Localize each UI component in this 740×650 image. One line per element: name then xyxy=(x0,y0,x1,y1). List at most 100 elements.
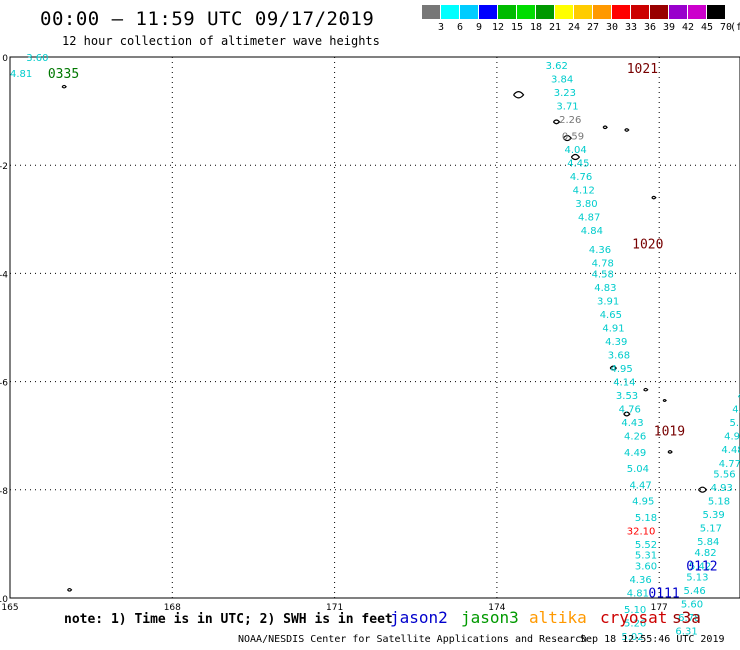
satellite-label: jason3 xyxy=(461,608,519,627)
legend-label: 36 xyxy=(643,22,657,33)
wave-height-value: 4.77 xyxy=(719,459,740,470)
wave-height-value: 5.18 xyxy=(708,497,730,508)
wave-height-value: 5.13 xyxy=(686,572,708,583)
island-outline xyxy=(662,398,667,403)
wave-height-value: 5.17 xyxy=(700,524,722,535)
pass-time-label: 0111 xyxy=(648,587,679,602)
legend-swatch xyxy=(593,5,611,19)
wave-height-value: 3.23 xyxy=(554,88,576,99)
lat-tick-label: -6 xyxy=(0,379,8,389)
wave-height-value: 3.60 xyxy=(635,562,657,573)
wave-height-value: 4.48 xyxy=(721,445,740,456)
wave-height-value: 5.18 xyxy=(635,513,657,524)
legend-label: 39 xyxy=(662,22,676,33)
satellite-label: cryosat xyxy=(600,608,668,627)
wave-height-value: 4.41 xyxy=(732,405,740,416)
legend-label: 70 xyxy=(719,22,733,33)
island-outline xyxy=(643,387,649,392)
legend-swatch xyxy=(479,5,497,19)
legend-label: 9 xyxy=(475,22,483,33)
lon-tick-label: 168 xyxy=(164,603,181,613)
island-outline xyxy=(602,125,608,130)
wave-height-value: 5.31 xyxy=(635,551,657,562)
wave-height-value: 4.76 xyxy=(570,172,592,183)
legend-label: 18 xyxy=(529,22,543,33)
lon-tick-label: 177 xyxy=(651,603,668,613)
credit-text: NOAA/NESDIS Center for Satellite Applica… xyxy=(238,634,588,645)
legend-label: 45 xyxy=(700,22,714,33)
wave-height-value: 3.80 xyxy=(575,199,597,210)
satellite-label: jason2 xyxy=(390,608,448,627)
island-outline xyxy=(61,84,67,89)
legend-swatch xyxy=(612,5,630,19)
legend-swatch xyxy=(555,5,573,19)
wave-height-value: 4.81 xyxy=(10,69,32,80)
wave-height-value: 5.10 xyxy=(624,605,646,616)
wave-height-value: 5.26 xyxy=(624,618,646,629)
pass-time-label: 0112 xyxy=(686,560,717,575)
island-outline xyxy=(651,195,657,200)
legend-label: 42 xyxy=(681,22,695,33)
wave-height-value: 5.52 xyxy=(635,540,657,551)
page-title: 00:00 — 11:59 UTC 09/17/2019 xyxy=(40,8,375,30)
wave-height-value: 4.45 xyxy=(567,158,589,169)
satellite-label: altika xyxy=(529,608,587,627)
pass-time-label: 1020 xyxy=(632,238,663,253)
wave-height-value: 4.91 xyxy=(602,324,624,335)
footer-note: note: 1) Time is in UTC; 2) SWH is in fe… xyxy=(64,612,393,627)
wave-height-value: 4.95 xyxy=(632,497,654,508)
wave-height-value: 4.86 xyxy=(738,391,740,402)
legend-label: 33 xyxy=(624,22,638,33)
island-outline xyxy=(667,450,673,454)
wave-height-value: 5.02 xyxy=(621,632,643,643)
legend-swatch xyxy=(688,5,706,19)
island-outline xyxy=(562,134,572,142)
wave-height-value: 3.60 xyxy=(26,53,48,64)
island-outline xyxy=(552,119,561,125)
wave-height-value: 4.36 xyxy=(589,245,611,256)
lon-tick-label: 171 xyxy=(326,603,343,613)
wave-height-value: 3.71 xyxy=(556,102,578,113)
wave-height-value: 3.68 xyxy=(608,351,630,362)
wave-height-value: 6.78 xyxy=(678,613,700,624)
legend-label: 30 xyxy=(605,22,619,33)
wave-height-value: 4.04 xyxy=(565,145,587,156)
legend-swatch xyxy=(707,5,725,19)
legend-swatch xyxy=(441,5,459,19)
wave-height-value: 4.81 xyxy=(627,589,649,600)
map-frame xyxy=(9,56,740,599)
pass-time-label: 1019 xyxy=(654,424,685,439)
lon-tick-label: 165 xyxy=(1,603,18,613)
legend-label: 21 xyxy=(548,22,562,33)
wave-height-value: 4.58 xyxy=(592,269,614,280)
wave-height-value: 0.59 xyxy=(562,131,584,142)
legend-swatch xyxy=(669,5,687,19)
lat-tick-label: 0 xyxy=(2,54,8,64)
wave-height-value: 4.43 xyxy=(621,418,643,429)
wave-height-value: 4.84 xyxy=(581,226,603,237)
legend-swatch xyxy=(498,5,516,19)
wave-height-value: 4.87 xyxy=(578,213,600,224)
lon-tick-label: 174 xyxy=(488,603,505,613)
wave-height-value: 4.65 xyxy=(600,310,622,321)
island-outline xyxy=(67,587,73,592)
wave-height-value: 4.14 xyxy=(613,378,635,389)
wave-height-value: 4.47 xyxy=(629,480,651,491)
wave-height-value: 6.31 xyxy=(675,626,697,637)
wave-height-value: 4.93 xyxy=(711,483,733,494)
wave-height-value: 3.62 xyxy=(546,61,568,72)
wave-height-value: 4.78 xyxy=(592,259,614,270)
wave-height-value: 3.53 xyxy=(616,391,638,402)
wave-height-value: 4.12 xyxy=(573,186,595,197)
legend-swatch xyxy=(574,5,592,19)
legend-swatch xyxy=(650,5,668,19)
pass-time-label: 0335 xyxy=(48,67,79,82)
legend-swatch xyxy=(536,5,554,19)
legend-swatch xyxy=(460,5,478,19)
wave-height-value: 4.95 xyxy=(611,364,633,375)
wave-height-value: 4.82 xyxy=(694,548,716,559)
legend-label: 24 xyxy=(567,22,581,33)
legend-swatch xyxy=(517,5,535,19)
lat-tick-label: -4 xyxy=(0,270,8,280)
